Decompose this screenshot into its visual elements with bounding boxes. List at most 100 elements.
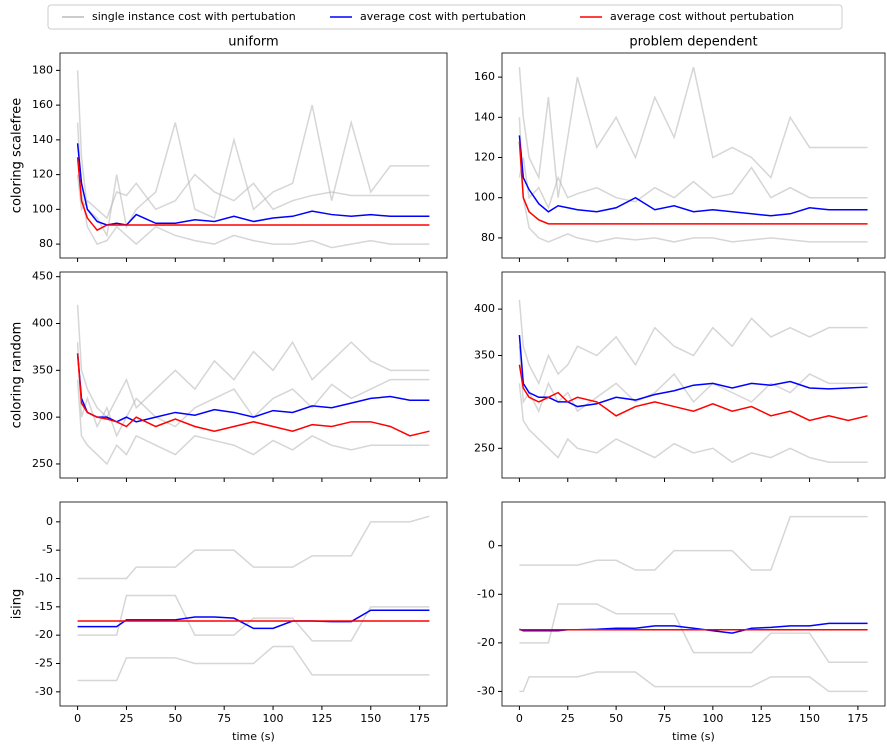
x-tick-label: 125 <box>751 712 772 725</box>
y-tick-label: 400 <box>32 317 53 330</box>
y-tick-label: 160 <box>32 98 53 111</box>
y-tick-label: 160 <box>474 70 495 83</box>
series-line <box>77 594 430 642</box>
x-tick-label: 0 <box>74 712 81 725</box>
x-tick-label: 150 <box>360 712 381 725</box>
y-tick-label: -30 <box>35 685 53 698</box>
plot-area <box>76 304 430 466</box>
y-tick-label: -10 <box>477 587 495 600</box>
x-axis-label: time (s) <box>672 730 715 743</box>
y-tick-label: -20 <box>35 628 53 641</box>
x-tick-label: 25 <box>119 712 133 725</box>
y-tick-label: 250 <box>32 457 53 470</box>
y-tick-label: -10 <box>35 572 53 585</box>
y-axis-label: coloring scalefree <box>10 98 25 213</box>
series-line <box>76 157 430 232</box>
x-tick-label: 175 <box>847 712 868 725</box>
y-tick-label: 300 <box>474 395 495 408</box>
y-tick-label: 0 <box>488 539 495 552</box>
axes-frame <box>59 501 448 707</box>
series-line <box>518 66 868 198</box>
y-tick-label: 140 <box>474 110 495 123</box>
series-line <box>518 383 868 464</box>
y-tick-label: 100 <box>474 191 495 204</box>
series-line <box>519 603 868 664</box>
y-tick-label: 350 <box>474 349 495 362</box>
series-line <box>76 122 430 249</box>
plot-area <box>76 70 430 249</box>
y-tick-label: 80 <box>39 237 53 250</box>
series-line <box>518 117 868 243</box>
series-line <box>519 515 868 571</box>
plot-area <box>518 66 868 243</box>
legend-label: average cost with pertubation <box>360 10 526 23</box>
axes-frame <box>501 52 886 259</box>
series-line <box>76 353 430 437</box>
series-line <box>518 364 868 422</box>
series-line <box>76 353 430 423</box>
series-line <box>519 671 868 693</box>
series-line <box>76 143 430 226</box>
legend-label: single instance cost with pertubation <box>92 10 296 23</box>
plot-area <box>518 299 868 464</box>
x-tick-label: 150 <box>799 712 820 725</box>
subplot-title: problem dependent <box>629 35 757 50</box>
y-tick-label: 400 <box>474 302 495 315</box>
y-tick-label: -5 <box>42 543 53 556</box>
y-tick-label: 140 <box>32 133 53 146</box>
x-tick-label: 100 <box>702 712 723 725</box>
plot-area <box>519 515 868 693</box>
series-line <box>77 609 430 630</box>
x-tick-label: 100 <box>263 712 284 725</box>
series-line <box>518 335 868 408</box>
y-tick-label: -30 <box>477 684 495 697</box>
y-axis-label: ising <box>10 589 25 620</box>
y-tick-label: 350 <box>32 363 53 376</box>
legend-label: average cost without pertubation <box>610 10 794 23</box>
x-tick-label: 0 <box>516 712 523 725</box>
subplot-title: uniform <box>228 35 278 50</box>
y-tick-label: -20 <box>477 636 495 649</box>
x-tick-label: 125 <box>311 712 332 725</box>
y-tick-label: 0 <box>46 515 53 528</box>
x-tick-label: 50 <box>609 712 623 725</box>
x-tick-label: 175 <box>409 712 430 725</box>
y-tick-label: -15 <box>35 600 53 613</box>
y-tick-label: 450 <box>32 270 53 283</box>
y-tick-label: -25 <box>35 657 53 670</box>
series-line <box>76 342 430 438</box>
series-line <box>76 70 430 238</box>
series-line <box>518 346 868 414</box>
y-tick-label: 300 <box>32 410 53 423</box>
series-line <box>519 622 868 634</box>
series-line <box>76 379 430 466</box>
series-line <box>77 515 430 580</box>
x-axis-label: time (s) <box>232 730 275 743</box>
y-tick-label: 180 <box>32 63 53 76</box>
series-line <box>76 304 430 419</box>
series-line <box>518 141 868 225</box>
y-tick-label: 100 <box>32 202 53 215</box>
x-tick-label: 25 <box>561 712 575 725</box>
series-line <box>518 299 868 386</box>
y-tick-label: 80 <box>481 231 495 244</box>
x-tick-label: 75 <box>657 712 671 725</box>
y-tick-label: 120 <box>474 151 495 164</box>
series-line <box>76 173 430 220</box>
y-tick-label: 250 <box>474 441 495 454</box>
x-tick-label: 75 <box>217 712 231 725</box>
x-tick-label: 50 <box>168 712 182 725</box>
axes-frame <box>59 271 448 479</box>
series-line <box>77 645 430 682</box>
legend-box <box>47 4 843 30</box>
series-line <box>518 135 868 217</box>
y-axis-label: coloring random <box>10 322 25 429</box>
axes-frame <box>501 501 886 707</box>
series-line <box>518 157 868 210</box>
y-tick-label: 120 <box>32 168 53 181</box>
plot-area <box>77 515 430 682</box>
axes-frame <box>59 52 448 259</box>
axes-frame <box>501 271 886 479</box>
